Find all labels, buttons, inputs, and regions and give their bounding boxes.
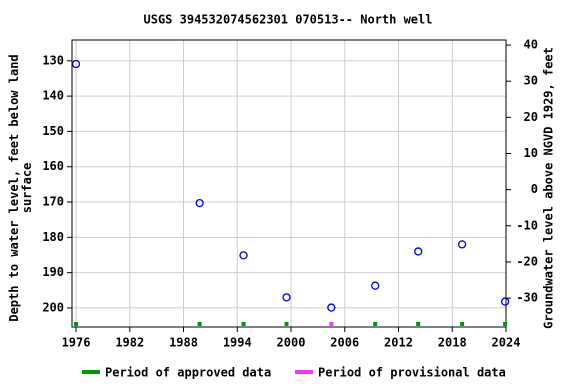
y-tick-label: 140 <box>42 89 64 103</box>
y2-tick-label: 20 <box>524 110 538 124</box>
y-axis-label: Depth to water level, feet below landsur… <box>7 54 34 321</box>
x-tick-label: 2006 <box>330 336 359 350</box>
y-tick-label: 190 <box>42 265 64 279</box>
period-mark <box>416 322 421 326</box>
y-tick-label: 130 <box>42 53 64 67</box>
y-tick-label: 160 <box>42 159 64 173</box>
x-tick-label: 2000 <box>277 336 306 350</box>
period-mark <box>460 322 465 326</box>
point <box>195 198 204 208</box>
y2-tick-label: 10 <box>524 146 538 160</box>
y2-axis-label: Groundwater level above NGVD 1929, feet <box>542 47 556 329</box>
period-mark <box>329 322 334 326</box>
y2-tick-label: -10 <box>516 218 538 232</box>
point <box>71 59 81 69</box>
x-tick-label: 1988 <box>169 336 198 350</box>
x-tick-label: 1994 <box>223 336 252 350</box>
period-mark <box>241 322 246 326</box>
x-tick-label: 1982 <box>115 336 144 350</box>
x-tick-label: 2024 <box>492 336 521 350</box>
point <box>282 293 291 302</box>
point <box>500 297 510 306</box>
y-tick-label: 200 <box>42 300 64 314</box>
y-tick-label: 180 <box>42 230 64 244</box>
period-mark <box>284 322 289 326</box>
y2-tick-label: 40 <box>524 38 538 52</box>
point <box>414 247 423 256</box>
x-tick-label: 2012 <box>384 336 413 350</box>
point <box>371 281 380 290</box>
y-axis-label-line: Depth to water level, feet below land <box>7 54 21 321</box>
y2-tick-label: -20 <box>516 254 538 268</box>
period-mark <box>74 322 79 326</box>
x-tick-label: 2018 <box>438 336 467 350</box>
legend-label: Period of approved data <box>105 366 271 380</box>
point <box>457 240 467 249</box>
y2-tick-label: -30 <box>516 291 538 305</box>
y-tick-label: 170 <box>42 195 64 209</box>
legend-label: Period of provisional data <box>318 366 506 380</box>
chart-title: USGS 394532074562301 070513-- North well <box>144 13 433 27</box>
period-mark <box>197 322 202 326</box>
point <box>239 251 248 260</box>
point <box>327 303 336 312</box>
x-tick-label: 1976 <box>62 336 91 350</box>
plot-frame <box>71 39 507 328</box>
y2-tick-label: 30 <box>524 74 538 88</box>
y-axis-label-line: surface <box>20 163 34 214</box>
y2-tick-label: 0 <box>531 182 538 196</box>
y-tick-label: 150 <box>42 124 64 138</box>
period-mark <box>503 322 508 326</box>
period-mark <box>373 322 378 326</box>
